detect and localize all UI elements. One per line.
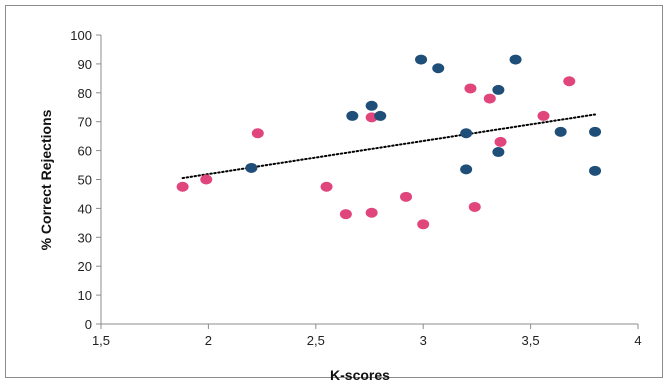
y-tick-label: 0 [85,317,92,332]
data-point-pink [339,209,352,220]
x-tick-label: 3,5 [522,333,540,348]
data-point-navy [346,110,359,121]
trendline [181,113,597,180]
data-point-navy [245,162,258,173]
data-point-navy [415,54,428,65]
data-point-navy [589,126,602,137]
y-tick-label: 30 [78,230,92,245]
y-tick-label: 10 [78,288,92,303]
data-point-navy [589,165,602,176]
data-point-navy [460,164,473,175]
data-point-navy [460,128,473,139]
y-axis-title: % Correct Rejections [38,109,54,250]
y-tick-label: 100 [70,28,92,43]
x-tick-label: 4 [634,333,641,348]
data-point-navy [492,147,505,158]
data-point-pink [251,128,264,139]
data-point-navy [509,54,522,65]
x-axis-title: K-scores [330,367,390,383]
axes: 0 10 20 30 40 50 60 70 80 90 100 1,5 2 2,5 3 3,5 4 [70,28,641,348]
data-point-pink [365,207,378,218]
data-point-pink [176,181,189,192]
x-tick-label: 3 [420,333,427,348]
data-point-pink [483,93,496,104]
data-point-pink [464,83,477,94]
data-point-navy [492,84,505,95]
y-tick-label: 40 [78,201,92,216]
y-tick-label: 20 [78,259,92,274]
data-point-navy [374,110,387,121]
x-tick-label: 1,5 [92,333,110,348]
data-point-pink [400,191,413,202]
y-tick-label: 90 [78,57,92,72]
y-tick-label: 60 [78,144,92,159]
x-tick-label: 2,5 [307,333,325,348]
y-tick-label: 80 [78,86,92,101]
data-point-navy [365,100,378,111]
points-layer [176,54,602,230]
chart-frame [5,5,663,378]
data-point-navy [432,63,445,74]
data-point-pink [417,219,430,230]
x-tick-label: 2 [205,333,212,348]
data-point-pink [200,174,213,185]
data-point-pink [494,136,507,147]
data-point-pink [468,201,481,212]
data-point-navy [554,126,567,137]
trendline-layer [181,113,597,180]
y-tick-label: 70 [78,115,92,130]
data-point-pink [563,76,576,87]
data-point-pink [320,181,333,192]
y-tick-label: 50 [78,173,92,188]
data-point-pink [537,110,550,121]
